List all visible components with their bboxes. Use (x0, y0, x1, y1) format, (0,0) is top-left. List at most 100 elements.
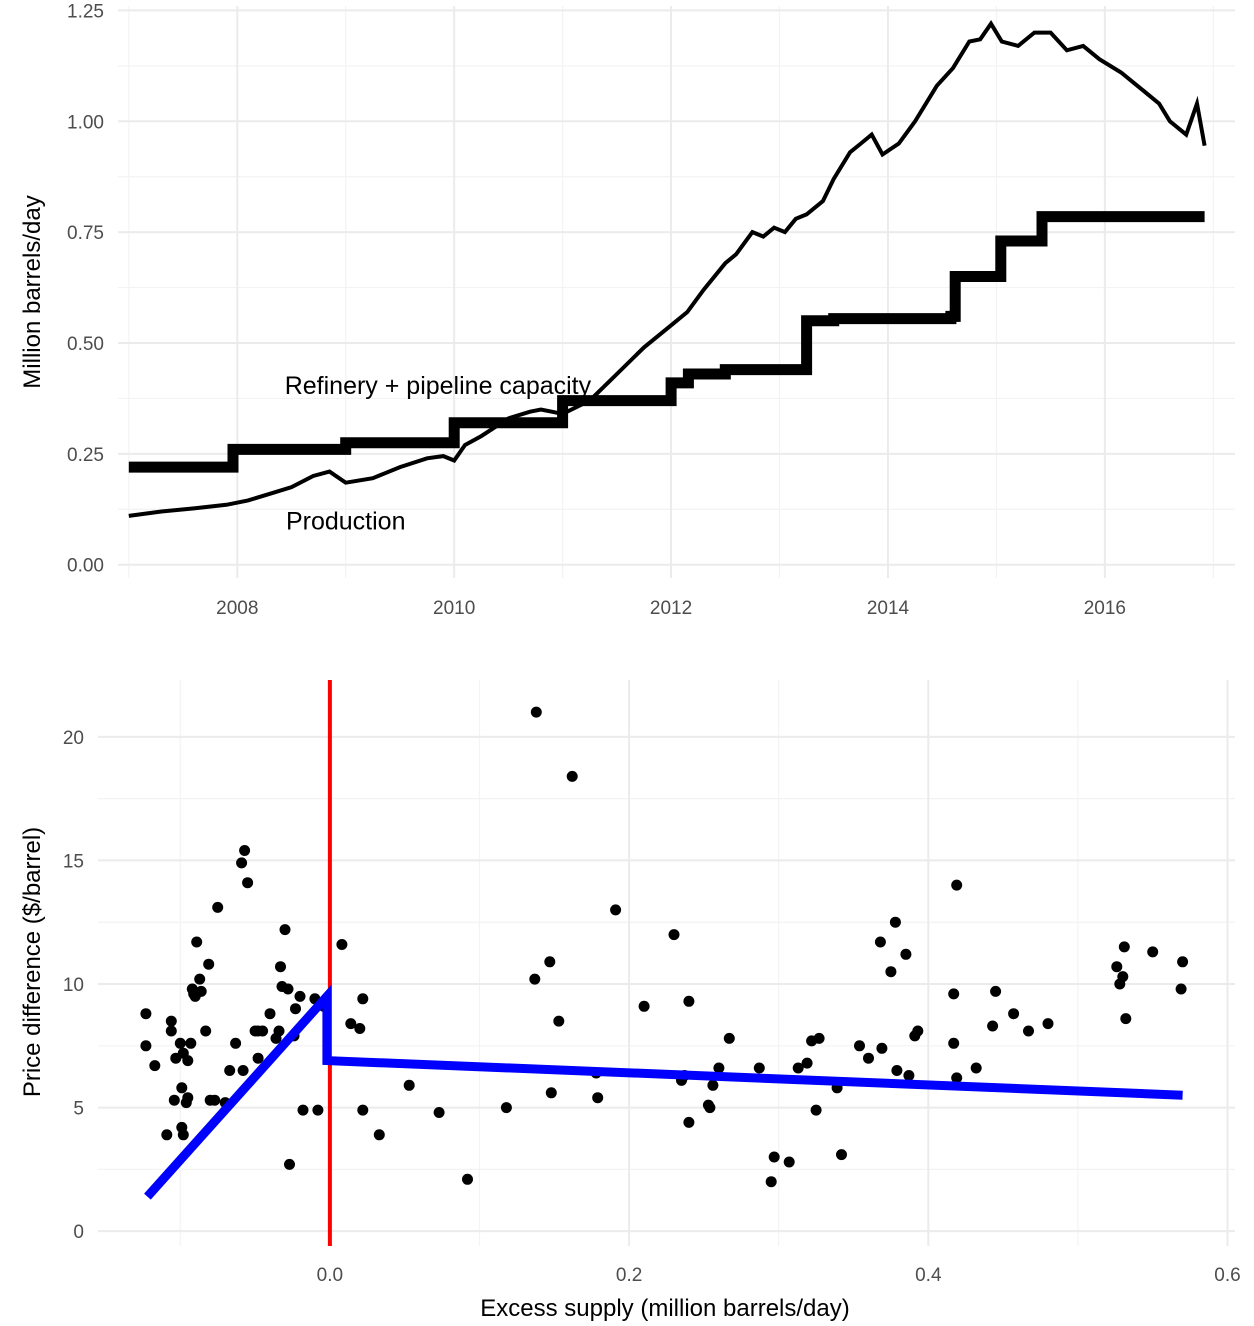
time-series-y-axis-title: Million barrels/day (19, 195, 46, 388)
scatter-point (900, 948, 912, 960)
scatter-y-axis-title: Price difference ($/barrel) (19, 827, 46, 1097)
scatter-point (203, 958, 215, 970)
scatter-point (1042, 1018, 1054, 1030)
scatter-point (704, 1102, 716, 1114)
scatter-point (182, 1092, 194, 1104)
scatter-point (312, 1104, 324, 1116)
scatter-point (876, 1042, 888, 1054)
scatter-point (801, 1057, 813, 1069)
scatter-point (545, 1087, 557, 1099)
scatter-point (336, 939, 348, 950)
scatter-point (195, 985, 207, 997)
scatter-point (836, 1149, 847, 1161)
scatter-point (177, 1129, 189, 1141)
scatter-point (889, 916, 901, 928)
x-tick-label: 0.6 (1214, 1265, 1240, 1286)
scatter-point (230, 1037, 242, 1049)
time-series-panel: 2008 2010 2012 2014 2016 0.00 0.25 0.50 0.75 1.0… (19, 1, 1235, 619)
scatter-point (792, 1062, 804, 1074)
scatter-point (683, 1116, 695, 1128)
y-tick-label: 0 (73, 1222, 84, 1243)
time-series-y-tick-labels: 0.00 0.25 0.50 0.75 1.00 1.25 (67, 1, 104, 576)
scatter-point (185, 1037, 197, 1049)
y-tick-label: 1.25 (67, 1, 104, 22)
scatter-point (951, 1072, 963, 1084)
scatter-points (140, 706, 1189, 1188)
scatter-point (252, 1052, 264, 1064)
scatter-point (1008, 1008, 1020, 1020)
scatter-point (854, 1040, 865, 1052)
scatter-point (279, 924, 291, 936)
fit-line (144, 984, 1183, 1200)
y-tick-label: 0.25 (67, 445, 104, 466)
scatter-point (970, 1062, 982, 1074)
scatter-point (912, 1025, 924, 1037)
y-tick-label: 1.00 (67, 112, 104, 133)
scatter-point (236, 857, 248, 869)
x-tick-label: 0.2 (616, 1265, 642, 1286)
scatter-point (987, 1020, 999, 1032)
scatter-point (948, 1037, 960, 1049)
x-tick-label: 2012 (650, 598, 692, 619)
y-tick-label: 0.50 (67, 334, 104, 355)
y-tick-label: 0.00 (67, 556, 104, 577)
scatter-point (544, 956, 556, 968)
scatter-point (592, 1092, 604, 1104)
time-series-lines (128, 20, 1207, 518)
scatter-point (242, 877, 254, 889)
scatter-point (1120, 1013, 1132, 1025)
scatter-point (433, 1107, 445, 1118)
scatter-point (224, 1065, 236, 1076)
x-tick-label: 0.4 (915, 1265, 942, 1286)
scatter-point (165, 1015, 177, 1027)
capacity-series-line (128, 211, 1205, 473)
scatter-point (174, 1037, 186, 1049)
time-series-x-tick-labels: 2008 2010 2012 2014 2016 (216, 598, 1126, 619)
scatter-point (403, 1079, 415, 1091)
scatter-point (194, 973, 206, 985)
scatter-point (212, 901, 224, 913)
scatter-point (885, 966, 897, 978)
scatter-x-axis-title: Excess supply (million barrels/day) (480, 1295, 849, 1322)
scatter-point (1117, 971, 1129, 983)
scatter-point (282, 983, 294, 995)
scatter-point (1111, 961, 1123, 973)
scatter-point (239, 845, 251, 856)
x-tick-label: 2016 (1084, 598, 1126, 619)
scatter-point (284, 1158, 295, 1170)
scatter-point (990, 985, 1002, 997)
scatter-x-tick-labels: 0.0 0.2 0.4 0.6 (317, 1265, 1241, 1286)
x-tick-label: 2010 (433, 598, 475, 619)
scatter-point (810, 1104, 822, 1116)
fit-line-path (144, 984, 1183, 1200)
scatter-point (294, 990, 306, 1002)
scatter-point (176, 1082, 188, 1094)
scatter-point (257, 1025, 269, 1037)
scatter-point (948, 988, 960, 1000)
scatter-point (373, 1129, 385, 1141)
time-series-gridlines (118, 6, 1235, 578)
scatter-point (209, 1094, 221, 1106)
y-tick-label: 20 (63, 728, 84, 749)
scatter-panel: 0.0 0.2 0.4 0.6 0 5 10 15 20 Excess supply (mil… (19, 680, 1241, 1322)
scatter-point (530, 706, 542, 718)
scatter-point (1175, 983, 1187, 995)
capacity-annotation: Refinery + pipeline capacity (285, 372, 592, 400)
scatter-point (161, 1129, 173, 1141)
scatter-point (553, 1015, 565, 1027)
scatter-point (290, 1003, 301, 1015)
scatter-point (765, 1176, 777, 1188)
scatter-point (264, 1008, 276, 1020)
scatter-point (275, 961, 286, 973)
scatter-point (182, 1055, 194, 1067)
scatter-point (951, 879, 963, 891)
scatter-point (713, 1062, 725, 1074)
y-tick-label: 5 (73, 1099, 84, 1120)
scatter-point (1118, 941, 1130, 953)
production-annotation: Production (286, 507, 406, 535)
scatter-point (874, 936, 886, 948)
scatter-point (200, 1025, 212, 1037)
scatter-point (140, 1008, 152, 1020)
scatter-point (273, 1025, 285, 1037)
scatter-point (753, 1062, 765, 1074)
